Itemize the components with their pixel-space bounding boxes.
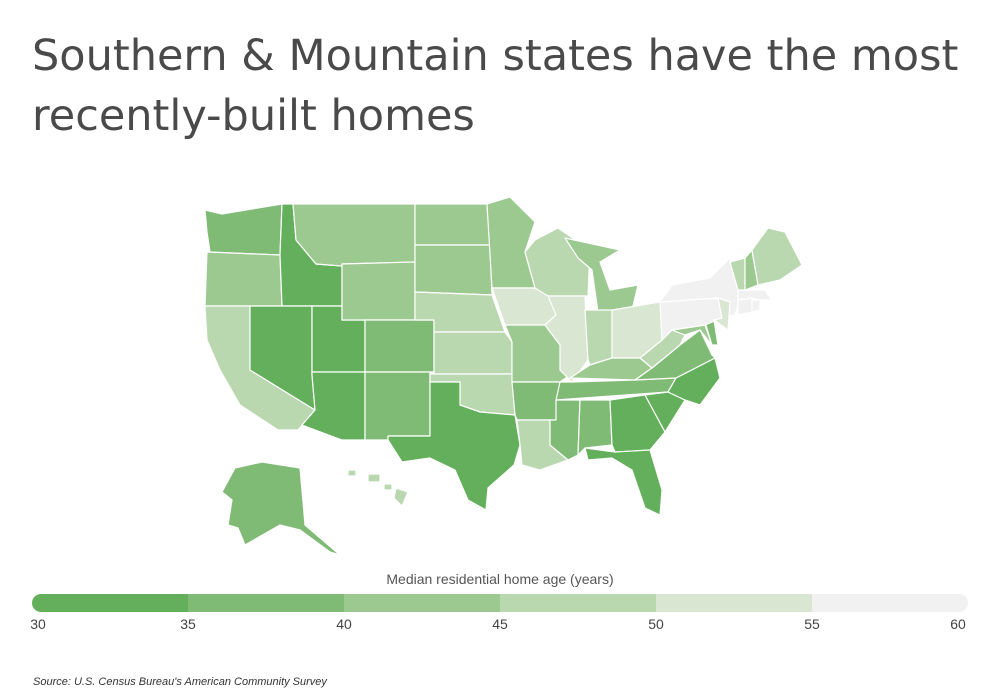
state-HI-4[interactable] xyxy=(393,487,409,507)
state-WY[interactable] xyxy=(341,261,416,321)
state-HI-2[interactable] xyxy=(367,473,381,483)
state-OR[interactable] xyxy=(204,251,283,307)
legend-tick-label: 60 xyxy=(950,616,966,632)
state-KS[interactable] xyxy=(433,331,513,375)
legend-tick-label: 40 xyxy=(336,616,352,632)
state-AL[interactable] xyxy=(577,399,613,456)
state-TX[interactable] xyxy=(387,381,521,511)
legend-segment xyxy=(656,594,812,612)
state-CO[interactable] xyxy=(364,319,435,373)
legend-tick-label: 30 xyxy=(30,616,46,632)
legend-color-scale xyxy=(32,594,968,612)
state-FL[interactable] xyxy=(584,447,663,516)
legend-segment xyxy=(500,594,656,612)
legend-tick-label: 50 xyxy=(648,616,664,632)
legend-segment xyxy=(344,594,500,612)
legend-ticks: 30 35 40 45 50 55 60 xyxy=(0,616,1000,636)
state-NM[interactable] xyxy=(364,371,431,441)
chart-title: Southern & Mountain states have the most… xyxy=(32,31,959,141)
legend-tick-label: 45 xyxy=(492,616,508,632)
state-WA[interactable] xyxy=(204,203,283,256)
legend-segment xyxy=(812,594,968,612)
state-IN[interactable] xyxy=(584,309,613,366)
state-MI[interactable] xyxy=(564,237,639,313)
state-SD[interactable] xyxy=(414,244,493,296)
state-AR[interactable] xyxy=(511,381,561,421)
state-HI-1[interactable] xyxy=(347,469,357,477)
state-ND[interactable] xyxy=(414,203,491,246)
legend-title: Median residential home age (years) xyxy=(386,571,614,587)
legend-tick-label: 35 xyxy=(180,616,196,632)
hawaii xyxy=(347,469,409,507)
state-NJ[interactable] xyxy=(713,297,731,331)
state-ME[interactable] xyxy=(751,227,803,286)
state-MT[interactable] xyxy=(292,203,416,267)
state-VA[interactable] xyxy=(634,329,716,381)
lower-48-states xyxy=(204,196,803,516)
state-MA[interactable] xyxy=(737,289,773,301)
state-MN[interactable] xyxy=(486,196,536,289)
legend-segment xyxy=(32,594,188,612)
source-note: Source: U.S. Census Bureau's American Co… xyxy=(33,676,327,688)
state-RI[interactable] xyxy=(751,299,761,313)
legend-segment xyxy=(188,594,344,612)
legend-tick-label: 55 xyxy=(804,616,820,632)
state-WI[interactable] xyxy=(524,227,591,297)
alaska xyxy=(221,461,341,556)
state-HI-3[interactable] xyxy=(383,483,393,491)
state-AK[interactable] xyxy=(221,461,341,556)
state-CT[interactable] xyxy=(737,297,753,316)
